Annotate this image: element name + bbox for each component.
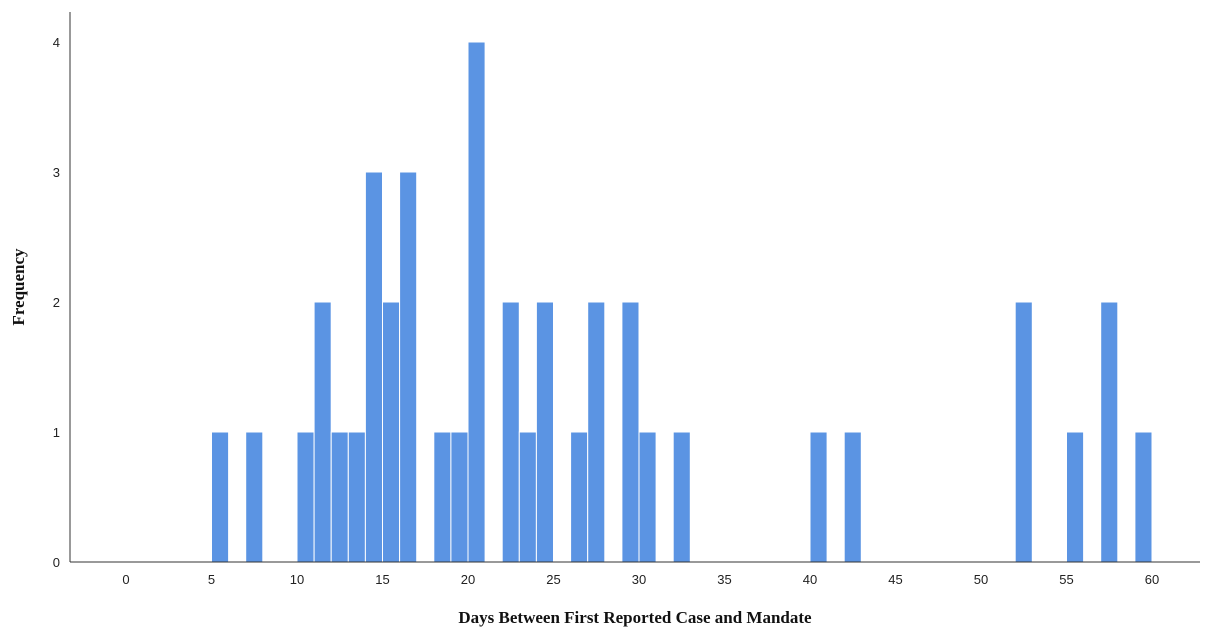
histogram-bar	[347, 431, 366, 563]
histogram-bar	[570, 431, 589, 563]
x-axis-ticks: 0 5 10 15 20 25 30 35 40 45 50 55 60	[122, 572, 1159, 587]
x-tick-label: 5	[208, 572, 215, 587]
x-tick-label: 20	[461, 572, 475, 587]
x-tick-label: 35	[717, 572, 731, 587]
histogram-bar	[672, 431, 691, 563]
x-tick-label: 45	[888, 572, 902, 587]
x-tick-label: 0	[122, 572, 129, 587]
y-tick-label: 2	[53, 295, 60, 310]
histogram-bar	[809, 431, 828, 563]
y-tick-label: 3	[53, 165, 60, 180]
x-axis-title: Days Between First Reported Case and Man…	[458, 608, 812, 627]
x-tick-label: 55	[1059, 572, 1073, 587]
histogram-bar	[621, 301, 640, 563]
histogram-bar	[211, 431, 230, 563]
histogram-bar	[433, 431, 452, 563]
histogram-bar	[1100, 301, 1119, 563]
histogram-bar	[364, 171, 383, 563]
histogram-bar	[518, 431, 537, 563]
histogram-bar	[399, 171, 418, 563]
x-tick-label: 40	[803, 572, 817, 587]
histogram-bar	[330, 431, 349, 563]
x-tick-label: 60	[1145, 572, 1159, 587]
x-tick-label: 30	[632, 572, 646, 587]
y-tick-label: 4	[53, 35, 60, 50]
histogram-bar	[1066, 431, 1085, 563]
histogram-bar	[501, 301, 520, 563]
y-axis-ticks: 0 1 2 3 4	[53, 35, 60, 570]
histogram-bar	[245, 431, 264, 563]
y-tick-label: 0	[53, 555, 60, 570]
x-tick-label: 10	[290, 572, 304, 587]
histogram-bar	[587, 301, 606, 563]
histogram-bar	[1134, 431, 1153, 563]
histogram-bar	[638, 431, 657, 563]
x-tick-label: 50	[974, 572, 988, 587]
histogram-bar	[450, 431, 469, 563]
histogram-bar	[313, 301, 332, 563]
histogram-bar	[382, 301, 401, 563]
y-axis-title: Frequency	[9, 248, 28, 326]
histogram-bar	[467, 41, 486, 563]
histogram-bar	[296, 431, 315, 563]
histogram-bar	[535, 301, 555, 563]
histogram-bar	[843, 431, 862, 563]
histogram-bars	[211, 41, 1153, 563]
x-tick-label: 15	[375, 572, 389, 587]
y-tick-label: 1	[53, 425, 60, 440]
histogram-bar	[1014, 301, 1033, 563]
x-tick-label: 25	[546, 572, 560, 587]
